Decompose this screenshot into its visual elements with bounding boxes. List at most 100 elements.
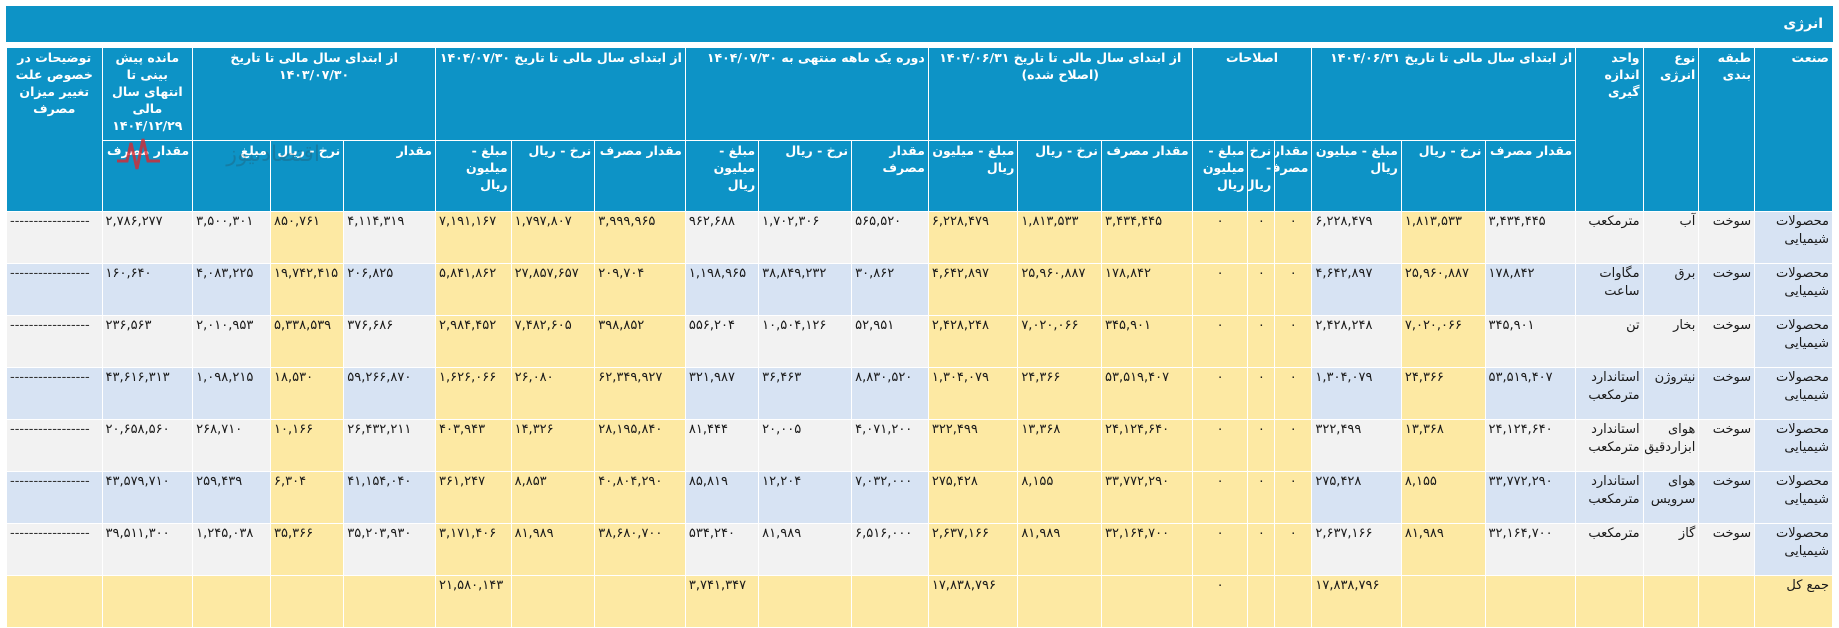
col-energy-type: نوع انرژی <box>1642 47 1700 212</box>
cell-p3: ۷,۰۳۲,۰۰۰ <box>851 471 929 524</box>
cell-p3: ۵۶۵,۵۲۰ <box>851 211 929 264</box>
cell-p4: ۲۰۹,۷۰۴ <box>594 263 686 316</box>
cell-p5: ۲۶۸,۷۱۰ <box>192 419 272 472</box>
cell-p5: ۴,۱۱۴,۳۱۹ <box>343 211 437 264</box>
cell-p4: ۳,۹۹۹,۹۶۵ <box>594 211 686 264</box>
cell-corr: ۰ <box>1274 315 1313 368</box>
col-period4: از ابتدای سال مالی تا تاریخ ۱۴۰۴/۰۷/۳۰ <box>435 47 686 141</box>
cell-unit: استاندارد مترمکعب <box>1575 367 1644 420</box>
cell-p4: ۱۴,۳۲۶ <box>510 419 596 472</box>
cell-p5: ۳,۵۰۰,۳۰۱ <box>192 211 272 264</box>
cell-energy-type: هوای ابزاردقیق <box>1642 419 1700 472</box>
total-empty-cell <box>1698 575 1756 628</box>
sub-p1-amount: مبلغ - میلیون ریال <box>1311 140 1402 212</box>
cell-corr: ۰ <box>1191 211 1249 264</box>
sub-p4-rate: نرخ - ریال <box>510 140 596 212</box>
cell-p5: ۱۹,۷۴۲,۴۱۵ <box>270 263 345 316</box>
cell-corr: ۰ <box>1274 523 1313 576</box>
cell-p1: ۲۴,۱۲۴,۶۴۰ <box>1484 419 1577 472</box>
cell-corr: ۰ <box>1274 211 1313 264</box>
sub-p1-qty: مقدار مصرف <box>1484 140 1577 212</box>
energy-table: صنعت طبقه بندی نوع انرژی واحد اندازه گیر… <box>6 47 1833 628</box>
cell-p2: ۲,۶۳۷,۱۶۶ <box>927 523 1019 576</box>
total-empty-cell <box>270 575 345 628</box>
cell-p1: ۵۳,۵۱۹,۴۰۷ <box>1484 367 1577 420</box>
cell-energy-type: هوای سرویس <box>1642 471 1700 524</box>
cell-corr: ۰ <box>1247 211 1276 264</box>
table-row: محصولات شیمیایی سوخت هوای سرویس استاندارد م… <box>6 471 1833 524</box>
total-empty-cell <box>594 575 686 628</box>
cell-p3: ۳۰,۸۶۲ <box>851 263 929 316</box>
total-empty-cell <box>1642 575 1700 628</box>
sub-p5-qty: مقدار <box>343 140 437 212</box>
cell-remaining: ۱۶۰,۶۴۰ <box>101 263 194 316</box>
total-empty-cell <box>1017 575 1102 628</box>
sub-p1-rate: نرخ - ریال <box>1400 140 1486 212</box>
cell-category: سوخت <box>1698 419 1756 472</box>
cell-energy-type: برق <box>1642 263 1700 316</box>
cell-p4: ۶۲,۳۴۹,۹۲۷ <box>594 367 686 420</box>
cell-notes: ----------------- <box>6 211 103 264</box>
total-cell: ۱۷,۸۳۸,۷۹۶ <box>1311 575 1402 628</box>
cell-unit: مترمکعب <box>1575 523 1644 576</box>
sub-corr-rate: نرخ - ریال <box>1247 140 1276 212</box>
cell-p3: ۱۰,۵۰۴,۱۲۶ <box>758 315 853 368</box>
cell-p3: ۵۵۶,۲۰۴ <box>684 315 760 368</box>
cell-corr: ۰ <box>1274 367 1313 420</box>
cell-p1: ۴,۶۴۲,۸۹۷ <box>1311 263 1402 316</box>
cell-p5: ۶,۳۰۴ <box>270 471 345 524</box>
cell-p5: ۱۰,۱۶۶ <box>270 419 345 472</box>
cell-category: سوخت <box>1698 523 1756 576</box>
col-notes: توضیحات در خصوص علت تغییر میزان مصرف <box>6 47 103 212</box>
cell-p1: ۱,۳۰۴,۰۷۹ <box>1311 367 1402 420</box>
cell-notes: ----------------- <box>6 523 103 576</box>
cell-p4: ۷,۱۹۱,۱۶۷ <box>435 211 512 264</box>
cell-notes: ----------------- <box>6 263 103 316</box>
cell-p1: ۶,۲۲۸,۴۷۹ <box>1311 211 1402 264</box>
cell-p2: ۱۷۸,۸۴۲ <box>1101 263 1193 316</box>
cell-p5: ۳۵,۲۰۳,۹۳۰ <box>343 523 437 576</box>
cell-p5: ۲۰۶,۸۲۵ <box>343 263 437 316</box>
sub-p5-rate: نرخ - ریال <box>270 140 345 212</box>
cell-p3: ۳۲۱,۹۸۷ <box>684 367 760 420</box>
cell-industry: محصولات شیمیایی <box>1754 315 1833 368</box>
cell-p3: ۸۱,۴۴۴ <box>684 419 760 472</box>
sub-p3-qty: مقدار مصرف <box>851 140 929 212</box>
col-remaining: مانده پیش بینی تا انتهای سال مالی ۱۴۰۴/۱… <box>101 47 194 141</box>
cell-p3: ۱۲,۲۰۴ <box>758 471 853 524</box>
cell-corr: ۰ <box>1247 419 1276 472</box>
cell-corr: ۰ <box>1191 367 1249 420</box>
cell-p3: ۵۳۴,۲۴۰ <box>684 523 760 576</box>
cell-industry: محصولات شیمیایی <box>1754 211 1833 264</box>
sub-p4-qty: مقدار مصرف <box>594 140 686 212</box>
cell-corr: ۰ <box>1191 315 1249 368</box>
total-empty-cell <box>101 575 194 628</box>
total-empty-cell <box>6 575 103 628</box>
total-empty-cell <box>851 575 929 628</box>
cell-notes: ----------------- <box>6 419 103 472</box>
cell-p4: ۸,۸۵۳ <box>510 471 596 524</box>
cell-notes: ----------------- <box>6 367 103 420</box>
table-row: محصولات شیمیایی سوخت گاز مترمکعب ۳۲,۱۶۴,۷۰۰ ۸… <box>6 523 1833 576</box>
cell-p5: ۳۵,۳۶۶ <box>270 523 345 576</box>
cell-p2: ۳۲۲,۴۹۹ <box>927 419 1019 472</box>
table-row: محصولات شیمیایی سوخت نیتروژن استاندارد مترم… <box>6 367 1833 420</box>
cell-p2: ۸۱,۹۸۹ <box>1017 523 1102 576</box>
cell-p3: ۶,۵۱۶,۰۰۰ <box>851 523 929 576</box>
cell-corr: ۰ <box>1247 523 1276 576</box>
cell-corr: ۰ <box>1274 263 1313 316</box>
cell-unit: مترمکعب <box>1575 211 1644 264</box>
cell-p4: ۴۰۳,۹۴۳ <box>435 419 512 472</box>
cell-p5: ۲,۰۱۰,۹۵۳ <box>192 315 272 368</box>
total-empty-cell <box>1575 575 1644 628</box>
cell-p1: ۲۵,۹۶۰,۸۸۷ <box>1400 263 1486 316</box>
total-empty-cell <box>510 575 596 628</box>
cell-p3: ۸۵,۸۱۹ <box>684 471 760 524</box>
cell-p4: ۳۸,۶۸۰,۷۰۰ <box>594 523 686 576</box>
cell-industry: محصولات شیمیایی <box>1754 471 1833 524</box>
cell-p1: ۸۱,۹۸۹ <box>1400 523 1486 576</box>
cell-industry: محصولات شیمیایی <box>1754 419 1833 472</box>
cell-remaining: ۲۰,۶۵۸,۵۶۰ <box>101 419 194 472</box>
cell-energy-type: نیتروژن <box>1642 367 1700 420</box>
cell-corr: ۰ <box>1191 523 1249 576</box>
